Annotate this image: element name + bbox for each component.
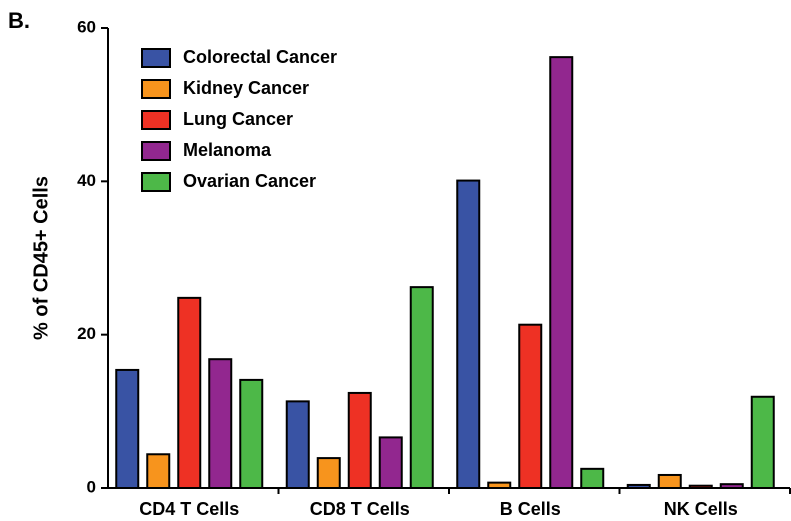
bar — [378, 436, 403, 489]
bar — [347, 391, 372, 489]
bar — [487, 481, 512, 489]
legend-swatch — [141, 172, 171, 192]
bar — [626, 483, 651, 489]
legend-swatch — [141, 48, 171, 68]
y-tick-label: 40 — [77, 171, 96, 190]
bar — [719, 483, 744, 489]
x-tick-label: B Cells — [500, 499, 561, 519]
y-tick-label: 60 — [77, 17, 96, 36]
legend-label: Kidney Cancer — [183, 78, 309, 98]
bar — [208, 358, 233, 490]
bar — [518, 323, 543, 490]
bar — [177, 296, 202, 489]
legend-label: Melanoma — [183, 140, 272, 160]
bar — [239, 378, 264, 489]
legend-swatch — [141, 141, 171, 161]
bar — [750, 395, 775, 489]
x-tick-label: NK Cells — [664, 499, 738, 519]
legend-swatch — [141, 110, 171, 130]
legend-label: Lung Cancer — [183, 109, 293, 129]
legend-swatch — [141, 79, 171, 99]
x-tick-label: CD4 T Cells — [139, 499, 239, 519]
y-tick-label: 20 — [77, 324, 96, 343]
bar — [580, 467, 605, 490]
bar — [316, 457, 341, 490]
legend-label: Colorectal Cancer — [183, 47, 337, 67]
bar — [146, 453, 171, 489]
y-axis-label: % of CD45+ Cells — [30, 176, 52, 340]
legend-label: Ovarian Cancer — [183, 171, 316, 191]
bar — [115, 368, 140, 489]
bar — [456, 179, 481, 489]
bar — [549, 56, 574, 490]
bar — [285, 400, 310, 489]
y-tick-label: 0 — [87, 477, 96, 496]
x-tick-label: CD8 T Cells — [310, 499, 410, 519]
panel-label: B. — [8, 8, 30, 33]
bar — [657, 473, 682, 490]
bar — [688, 484, 713, 490]
bar — [409, 286, 434, 489]
